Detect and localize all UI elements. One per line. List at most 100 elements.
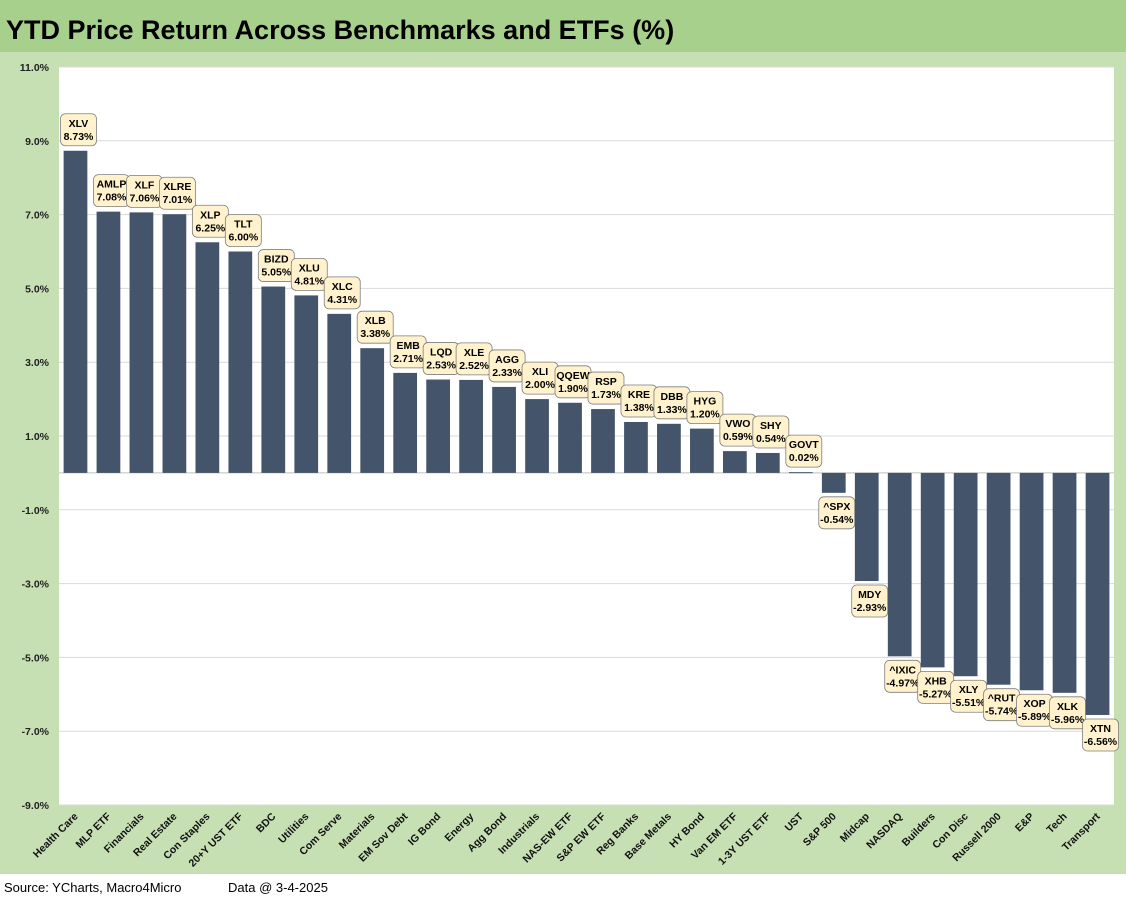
source-note: Source: YCharts, Macro4Micro <box>4 880 182 895</box>
data-label-box <box>158 176 196 210</box>
data-label-ticker: XLP <box>200 209 220 221</box>
data-label-value: 2.33% <box>492 367 522 379</box>
bar <box>63 150 88 473</box>
bar <box>722 451 747 473</box>
data-label-ticker: XLB <box>365 315 386 327</box>
y-tick-label: 1.0% <box>25 431 50 443</box>
data-label: ^IXIC-4.97% <box>884 659 922 693</box>
data-label-box <box>851 584 889 618</box>
data-label-box <box>323 276 361 310</box>
x-tick-label: Health Care <box>31 811 81 861</box>
data-label: XHB-5.27% <box>917 670 955 704</box>
x-tick-label: UST <box>783 810 807 834</box>
title-bar: YTD Price Return Across Benchmarks and E… <box>0 0 1126 52</box>
data-label: XLY-5.51% <box>950 679 988 713</box>
data-label-value: 2.53% <box>426 360 456 372</box>
data-label-box <box>1049 696 1086 730</box>
data-label-value: -0.54% <box>820 514 854 526</box>
data-label: ^SPX-0.54% <box>818 496 856 530</box>
bar <box>887 472 912 657</box>
bar <box>920 472 945 668</box>
data-label-ticker: XLK <box>1057 701 1078 713</box>
data-label-value: -5.51% <box>952 697 986 709</box>
data-label-ticker: XLY <box>959 684 978 696</box>
data-label-box <box>752 415 790 449</box>
bar <box>393 372 418 473</box>
data-label-value: -5.74% <box>985 706 1019 718</box>
data-label: ^RUT-5.74% <box>983 688 1021 722</box>
data-label-value: 1.90% <box>558 383 588 395</box>
bar <box>755 452 780 473</box>
bar <box>558 402 582 473</box>
data-label-ticker: TLT <box>234 219 253 231</box>
data-label-value: 2.00% <box>525 379 555 391</box>
data-date-note: Data @ 3-4-2025 <box>228 880 328 895</box>
bar <box>788 472 813 474</box>
data-label-ticker: ^RUT <box>988 693 1016 705</box>
data-label-ticker: ^IXIC <box>889 664 916 676</box>
data-label-ticker: XLU <box>299 262 320 274</box>
data-label-box <box>356 310 394 344</box>
data-label-ticker: KRE <box>628 389 650 401</box>
bar <box>854 472 879 582</box>
data-label-ticker: XLV <box>69 118 89 130</box>
x-tick-label: Tech <box>1044 811 1069 836</box>
data-label-ticker: XLE <box>464 347 484 359</box>
data-label-ticker: AGG <box>495 354 519 366</box>
data-label: XOP-5.89% <box>1016 693 1053 727</box>
y-tick-label: 3.0% <box>25 357 50 369</box>
y-tick-label: -7.0% <box>22 726 50 738</box>
y-tick-label: -9.0% <box>22 800 50 812</box>
data-label-ticker: LQD <box>430 347 453 359</box>
data-label-ticker: XLRE <box>163 181 191 193</box>
data-label-value: 7.08% <box>97 192 127 204</box>
bar <box>261 286 286 473</box>
y-tick-label: 9.0% <box>25 136 50 148</box>
data-label-ticker: XLI <box>532 366 548 378</box>
data-label-ticker: RSP <box>595 376 617 388</box>
data-label-ticker: MDY <box>858 589 881 601</box>
data-label-ticker: XLF <box>135 179 155 191</box>
bar <box>690 428 714 473</box>
data-label-ticker: XOP <box>1023 698 1045 710</box>
data-label-box <box>818 496 856 530</box>
data-label-value: 2.52% <box>459 360 489 372</box>
y-tick-label: -3.0% <box>22 579 50 591</box>
x-tick-label: E&P <box>1013 811 1037 835</box>
data-label-value: 1.73% <box>591 389 621 401</box>
bar <box>228 251 253 473</box>
data-label-ticker: XTN <box>1090 723 1111 735</box>
data-label-ticker: BIZD <box>264 254 289 266</box>
data-label-ticker: DBB <box>661 391 684 403</box>
data-label-value: 6.25% <box>195 222 225 234</box>
data-label-box <box>290 258 328 291</box>
y-tick-label: -1.0% <box>22 505 50 517</box>
x-tick-label: S&P 500 <box>801 811 839 849</box>
bar <box>129 212 154 473</box>
data-label-value: 0.59% <box>723 431 753 443</box>
data-label-value: -5.96% <box>1051 714 1085 726</box>
data-label-value: 6.00% <box>228 232 258 244</box>
bar <box>986 472 1011 685</box>
bar <box>195 242 220 473</box>
data-label-value: 4.81% <box>294 275 324 287</box>
data-label-ticker: VWO <box>725 418 750 430</box>
data-label-value: -5.89% <box>1018 711 1052 723</box>
data-label-value: 3.38% <box>360 328 390 340</box>
data-label-value: -4.97% <box>886 677 920 689</box>
bar <box>1019 472 1044 691</box>
bar <box>360 348 385 473</box>
bar <box>294 295 319 473</box>
bar <box>1052 472 1077 693</box>
